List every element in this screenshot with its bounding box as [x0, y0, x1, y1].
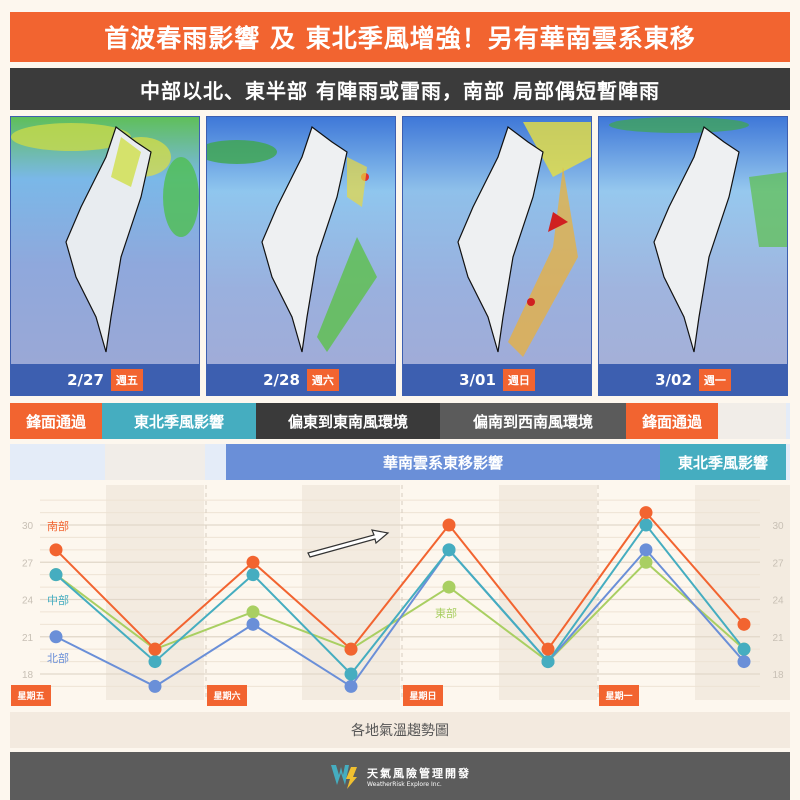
svg-text:21: 21	[772, 633, 784, 644]
map-caption: 3/01 週日	[403, 364, 591, 396]
weekday-badge: 週六	[306, 369, 339, 391]
map-caption: 2/27 週五	[11, 364, 199, 396]
svg-text:30: 30	[22, 521, 34, 532]
rain-map-image	[207, 117, 395, 364]
svg-text:東部: 東部	[435, 606, 457, 620]
map-caption: 2/28 週六	[207, 364, 395, 396]
band-ne-monsoon-1: 東北季風影響	[102, 403, 256, 439]
page-title: 首波春雨影響 及 東北季風增強！另有華南雲系東移	[10, 12, 790, 62]
map-date: 2/27	[67, 371, 104, 389]
map-card-4: 3/02 週一	[598, 116, 788, 396]
rain-map-image	[11, 117, 199, 364]
rain-map-image	[403, 117, 591, 364]
svg-text:27: 27	[772, 558, 784, 569]
map-date: 3/01	[459, 371, 496, 389]
band-front-pass-2: 鋒面通過	[626, 403, 718, 439]
band-row-1-gap	[718, 403, 786, 439]
band-south-china-clouds: 華南雲系東移影響	[226, 444, 660, 480]
svg-text:30: 30	[772, 521, 784, 532]
temperature-chart: 18 18 21 21 24 24 27 27 30 30 南部中部北部 東部星期五 星期六 星期日 星期一	[10, 485, 793, 710]
svg-text:星期六: 星期六	[213, 690, 240, 702]
weatherrisk-logo-icon	[331, 765, 357, 789]
weekday-badge: 週一	[698, 369, 731, 391]
svg-text:星期五: 星期五	[17, 690, 44, 702]
map-card-2: 2/28 週六	[206, 116, 396, 396]
svg-text:南部: 南部	[47, 519, 69, 533]
map-date: 2/28	[263, 371, 300, 389]
footer: 天氣風險管理開發 WeatherRisk Explore Inc.	[10, 752, 790, 800]
svg-text:21: 21	[22, 633, 34, 644]
band-row-2-gap	[105, 444, 205, 480]
map-card-3: 3/01 週日	[402, 116, 592, 396]
chart-caption: 各地氣溫趨勢圖	[10, 712, 790, 748]
weekday-badge: 週五	[110, 369, 143, 391]
band-south-southwest-wind: 偏南到西南風環境	[440, 403, 626, 439]
map-caption: 3/02 週一	[599, 364, 787, 396]
svg-text:18: 18	[22, 670, 34, 681]
band-east-southeast-wind: 偏東到東南風環境	[256, 403, 440, 439]
svg-text:中部: 中部	[47, 593, 69, 607]
map-date: 3/02	[655, 371, 692, 389]
band-front-pass-1: 鋒面通過	[10, 403, 102, 439]
band-ne-monsoon-2: 東北季風影響	[660, 444, 786, 480]
weekday-badge: 週日	[502, 369, 535, 391]
svg-text:星期一: 星期一	[605, 690, 632, 702]
svg-text:北部: 北部	[47, 651, 69, 665]
svg-text:27: 27	[22, 558, 34, 569]
svg-text:星期日: 星期日	[409, 690, 436, 702]
svg-text:24: 24	[22, 596, 34, 607]
svg-text:18: 18	[772, 670, 784, 681]
page-subtitle: 中部以北、東半部 有陣雨或雷雨，南部 局部偶短暫陣雨	[10, 68, 790, 110]
footer-brand: 天氣風險管理開發 WeatherRisk Explore Inc.	[367, 766, 471, 788]
svg-text:24: 24	[772, 596, 784, 607]
map-card-1: 2/27 週五	[10, 116, 200, 396]
rain-map-image	[599, 117, 787, 364]
